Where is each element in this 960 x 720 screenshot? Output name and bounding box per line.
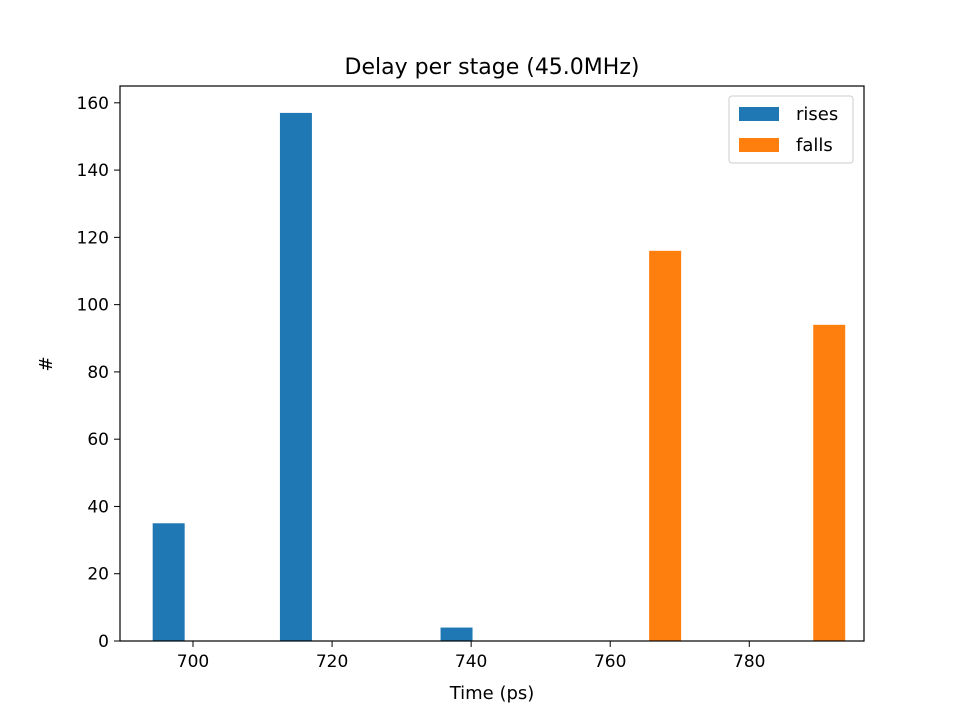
chart-title: Delay per stage (45.0MHz) [345, 55, 640, 80]
x-axis-ticks: 700 720 740 760 780 [177, 641, 765, 672]
y-tick-label-80: 80 [87, 363, 109, 383]
y-tick-label-40: 40 [87, 497, 109, 517]
legend-swatch-rises [739, 107, 779, 121]
bar-falls-1 [813, 324, 846, 641]
bars-layer [152, 112, 846, 641]
y-tick-label-160: 160 [77, 94, 109, 114]
y-tick-label-140: 140 [77, 161, 109, 181]
y-tick-label-60: 60 [87, 430, 109, 450]
x-axis-label: Time (ps) [449, 683, 535, 704]
plot-area [120, 86, 864, 641]
legend-swatch-falls [739, 138, 779, 152]
bar-rises-1 [279, 112, 312, 641]
legend-label-falls: falls [796, 135, 833, 156]
y-tick-label-100: 100 [77, 296, 109, 316]
x-tick-label-740: 740 [455, 652, 487, 672]
x-tick-label-720: 720 [316, 652, 348, 672]
x-tick-label-780: 780 [733, 652, 765, 672]
y-tick-label-0: 0 [98, 632, 109, 652]
x-tick-label-760: 760 [594, 652, 626, 672]
bar-rises-2 [440, 627, 473, 641]
y-tick-label-120: 120 [77, 228, 109, 248]
legend: rises falls [728, 95, 854, 164]
bar-rises-0 [152, 523, 185, 641]
x-tick-label-700: 700 [177, 652, 209, 672]
y-axis-label: # [36, 356, 57, 371]
y-axis-ticks: 0 20 40 60 80 100 120 140 160 [77, 94, 120, 652]
plot-frame [119, 85, 865, 642]
y-tick-label-20: 20 [87, 565, 109, 585]
legend-label-rises: rises [796, 104, 838, 125]
bar-falls-0 [649, 250, 682, 641]
